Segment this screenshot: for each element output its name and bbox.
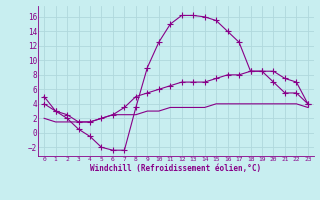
X-axis label: Windchill (Refroidissement éolien,°C): Windchill (Refroidissement éolien,°C)	[91, 164, 261, 173]
